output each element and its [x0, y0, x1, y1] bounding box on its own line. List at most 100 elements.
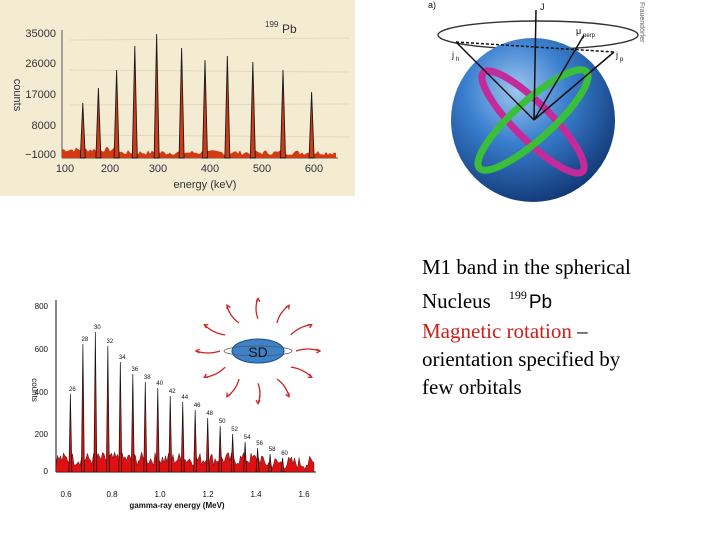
- spectrum-peak: [113, 69, 120, 159]
- sd-peak: [243, 441, 247, 473]
- x-axis-label: energy (keV): [174, 179, 237, 191]
- sd-peak-label: 48: [206, 411, 213, 417]
- sd-peak: [118, 361, 123, 473]
- sd-peak-label: 60: [281, 451, 288, 457]
- y-tick: 200: [35, 430, 49, 439]
- isotope-mass: 199: [265, 20, 279, 29]
- sd-peak: [130, 373, 135, 473]
- panel-label: a): [428, 0, 436, 10]
- spectrum-peaks: [79, 33, 315, 159]
- caption-line-3: Magnetic rotation –: [422, 317, 712, 345]
- sd-peak: [68, 393, 73, 473]
- sd-peak-label: 28: [82, 337, 89, 343]
- caption-line-1: M1 band in the spherical: [422, 255, 631, 279]
- emission-arrows: [194, 296, 322, 406]
- jh-vector: [455, 41, 535, 121]
- arrow-head-icon: [307, 323, 313, 329]
- spectrum-peak: [131, 45, 138, 159]
- arrow-head-icon: [285, 304, 290, 310]
- sd-peak-label: 32: [106, 339, 113, 345]
- caption-line-2: Nucleus 199 Pb: [422, 281, 712, 317]
- y-tick: 0: [44, 467, 49, 476]
- sd-peak-labels: 26 28 30 32 34 36 38 40 42 44 46 48 50 52 54 56 58 60: [69, 325, 288, 457]
- spectrum-peak: [202, 59, 208, 159]
- sd-peak: [81, 343, 85, 473]
- background-fill: [62, 147, 336, 158]
- arrow-head-icon: [226, 304, 231, 310]
- caption-line-5: few orbitals: [422, 375, 522, 399]
- sd-badge-label: SD: [248, 344, 267, 360]
- arrow-head-icon: [255, 296, 261, 303]
- x-tick: 1.6: [298, 490, 310, 499]
- spectrum-peak: [153, 33, 160, 159]
- sd-peak: [218, 425, 223, 473]
- x-tick: 100: [56, 163, 74, 175]
- caption-line-4: orientation specified by: [422, 347, 621, 371]
- sd-peak-label: 34: [119, 355, 126, 361]
- mu-subscript: perp: [583, 33, 596, 39]
- sd-peak: [205, 417, 210, 473]
- spectrum-peak: [280, 69, 286, 159]
- y-tick: −1000: [25, 149, 56, 161]
- sd-spectrum-svg: 26 28 30 32 34 36 38 40 42 44 46 48 50 52 54 56 58 60 800…: [30, 296, 322, 510]
- jp-subscript: p: [620, 57, 624, 63]
- y-tick: 800: [35, 302, 49, 311]
- emission-arrow: [290, 324, 312, 336]
- jh-subscript: h: [456, 57, 459, 63]
- sd-peak-label: 26: [69, 387, 76, 393]
- spectrum-fill: [62, 147, 336, 158]
- sd-peak: [168, 395, 173, 473]
- sd-peak-label: 40: [156, 381, 163, 387]
- jp-label: j: [615, 50, 618, 60]
- mu-vector: [533, 34, 585, 121]
- y-tick: 8000: [32, 120, 56, 132]
- x-tick: 600: [305, 163, 323, 175]
- sd-peak-label: 52: [231, 427, 238, 433]
- sd-peak: [143, 381, 148, 473]
- sd-peak-label: 58: [269, 447, 276, 453]
- y-tick: 600: [35, 345, 49, 354]
- emission-arrow: [226, 378, 240, 398]
- side-credit: Frauendörfer: [638, 2, 645, 43]
- x-tick: 500: [253, 163, 271, 175]
- sd-peak: [280, 457, 285, 473]
- y-tick: 17000: [25, 89, 56, 101]
- arrow-head-icon: [226, 392, 231, 398]
- sd-peak-label: 30: [94, 325, 101, 331]
- sd-peak: [155, 387, 160, 473]
- arrow-head-icon: [255, 399, 261, 406]
- spectrum-peak: [224, 55, 231, 159]
- spectrum-peak: [95, 87, 102, 159]
- sd-peak-label: 36: [131, 367, 138, 373]
- y-axis-label: counts: [30, 378, 39, 402]
- sd-peak: [93, 331, 98, 473]
- spectrum-peak: [178, 47, 185, 159]
- emission-arrow: [276, 378, 290, 397]
- arrow-head-icon: [194, 348, 200, 354]
- y-tick: 35000: [25, 28, 56, 40]
- jp-vector: [533, 51, 615, 121]
- x-tick: 1.0: [154, 490, 166, 499]
- emission-arrow: [290, 366, 313, 378]
- emission-arrow: [203, 324, 226, 336]
- x-tick: 400: [201, 163, 219, 175]
- x-tick: 0.6: [60, 490, 72, 499]
- arrow-head-icon: [307, 373, 313, 379]
- sd-peak-label: 56: [256, 441, 263, 447]
- spectrum-peak: [308, 91, 315, 159]
- connector-line: [455, 41, 615, 53]
- sd-peak-label: 46: [194, 403, 201, 409]
- y-axis-label: counts: [11, 79, 23, 112]
- spectrum-peak: [249, 61, 256, 159]
- spectrum-peak: [79, 102, 86, 159]
- jh-label: j: [451, 50, 454, 60]
- sd-badge-orbit: [223, 345, 293, 357]
- x-tick: 0.8: [106, 490, 118, 499]
- y-tick: 400: [35, 388, 49, 397]
- arrow-head-icon: [203, 323, 209, 329]
- magnetic-rotation-diagram: a) J μ perp j h j p Frauendörfer: [426, 0, 648, 206]
- sd-nucleus-badge: [231, 338, 285, 364]
- x-tick: 200: [101, 163, 119, 175]
- sd-peak: [268, 453, 272, 473]
- sd-peak-label: 54: [244, 435, 251, 441]
